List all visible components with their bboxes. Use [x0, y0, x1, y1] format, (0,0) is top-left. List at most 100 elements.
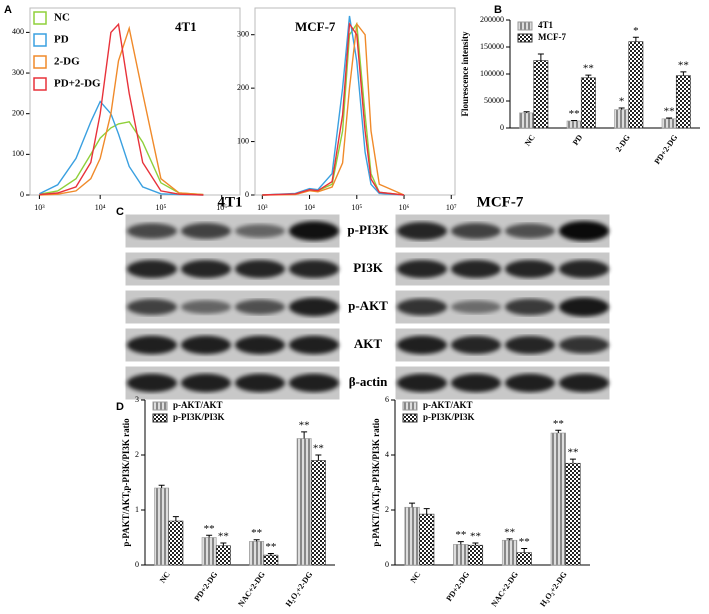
x-tick-label: PD+2-DG — [444, 570, 471, 603]
error-bar — [301, 431, 308, 439]
error-bar — [666, 117, 673, 119]
legend-label: p-AKT/AKT — [423, 400, 473, 410]
bar — [154, 487, 170, 566]
blot-band — [505, 223, 555, 239]
legend-swatch — [33, 33, 47, 47]
significance: ** — [553, 418, 564, 430]
x-tick-label: 10³ — [34, 203, 45, 212]
bar — [533, 60, 549, 129]
blot-band — [397, 335, 447, 355]
error-bar — [537, 53, 544, 61]
significance: ** — [265, 541, 276, 553]
y-tick-label: 50000 — [484, 96, 504, 105]
significance: ** — [567, 447, 578, 459]
blot-band — [127, 373, 177, 393]
x-tick-label: PD+2-DG — [653, 133, 680, 166]
blot-band — [505, 336, 555, 354]
histogram-curve — [262, 15, 405, 196]
legend-swatch — [402, 413, 418, 423]
annotation: MCF-7 — [295, 19, 336, 34]
legend-swatch — [152, 413, 168, 423]
significance: ** — [313, 443, 324, 455]
annotation: 4T1 — [175, 19, 197, 34]
legend-label: NC — [54, 12, 70, 24]
bar — [501, 539, 518, 566]
y-axis-label: p-PAKT/AKT,p-PI3K/PI3K ratio — [121, 418, 131, 547]
blot-band — [235, 224, 285, 238]
y-tick-label: 150000 — [480, 42, 504, 51]
y-tick-label: 200000 — [480, 15, 504, 24]
significance: ** — [569, 108, 580, 120]
y-tick-label: 1 — [135, 505, 139, 514]
legend-label: 4T1 — [538, 20, 554, 30]
y-tick-label: 2 — [135, 450, 139, 459]
bar — [453, 544, 469, 566]
histogram-curve — [39, 121, 204, 196]
x-tick-label: 10⁵ — [351, 203, 362, 212]
blot-band — [289, 335, 339, 355]
error-bar — [618, 107, 625, 110]
blot-band — [451, 260, 501, 278]
x-tick-label: NC — [158, 570, 172, 585]
plot-frame — [29, 7, 241, 196]
legend-label: p-PI3K/PI3K — [173, 412, 225, 422]
error-bar — [472, 542, 479, 546]
blot-band — [559, 336, 609, 354]
legend-swatch — [402, 401, 418, 411]
protein-label: PI3K — [353, 260, 384, 275]
x-tick-label: NC — [523, 133, 537, 148]
blot-band — [127, 223, 177, 239]
significance: ** — [470, 531, 481, 543]
legend-swatch — [517, 21, 533, 31]
histogram-curve — [39, 25, 204, 196]
y-axis-label: Flourescence intensity — [460, 31, 470, 117]
bar — [614, 109, 630, 129]
blot-band — [505, 260, 555, 278]
panel-letter: D — [116, 401, 124, 413]
significance: ** — [664, 106, 675, 118]
blot-band — [289, 373, 339, 393]
legend-swatch — [517, 33, 533, 43]
error-bar — [206, 534, 213, 538]
bar — [566, 120, 582, 129]
blot-band — [397, 373, 447, 393]
x-tick-label: 10⁴ — [95, 203, 106, 212]
y-tick-label: 0 — [500, 123, 504, 132]
bar — [661, 118, 677, 129]
bar — [296, 438, 312, 566]
protein-label: p-AKT — [348, 298, 388, 313]
y-tick-label: 400 — [12, 27, 24, 36]
significance: ** — [218, 531, 229, 543]
legend-label: PD — [54, 34, 69, 46]
significance: ** — [519, 536, 530, 548]
protein-label: AKT — [354, 336, 383, 351]
legend-swatch — [33, 77, 47, 91]
blot-band — [235, 373, 285, 393]
panel-letter: B — [494, 4, 502, 16]
blot-band — [505, 373, 555, 393]
plot-frame — [254, 7, 456, 196]
legend-label: PD+2-DG — [54, 78, 101, 90]
y-axis-label: p-PAKT/AKT,p-PI3K/PI3K ratio — [371, 418, 381, 547]
blot-band — [559, 221, 609, 241]
y-tick-label: 100 — [237, 136, 249, 145]
significance: ** — [504, 526, 515, 538]
blot-band — [235, 260, 285, 278]
error-bar — [220, 542, 227, 546]
x-tick-label: PD+2-DG — [193, 570, 220, 603]
panel-letter: A — [4, 4, 12, 16]
y-tick-label: 2 — [385, 505, 389, 514]
y-tick-label: 4 — [385, 450, 389, 459]
blot-band — [451, 373, 501, 393]
y-tick-label: 200 — [12, 109, 24, 118]
x-tick-label: H₂O₂+2-DG — [284, 570, 315, 608]
bar — [628, 41, 644, 129]
bar — [467, 544, 484, 566]
bar — [310, 460, 326, 566]
y-tick-label: 0 — [135, 560, 139, 569]
blot-band — [559, 260, 609, 278]
blot-band — [181, 335, 231, 355]
x-tick-label: NAC+2-DG — [489, 570, 520, 608]
error-bar — [523, 111, 530, 113]
error-bar — [569, 458, 576, 464]
